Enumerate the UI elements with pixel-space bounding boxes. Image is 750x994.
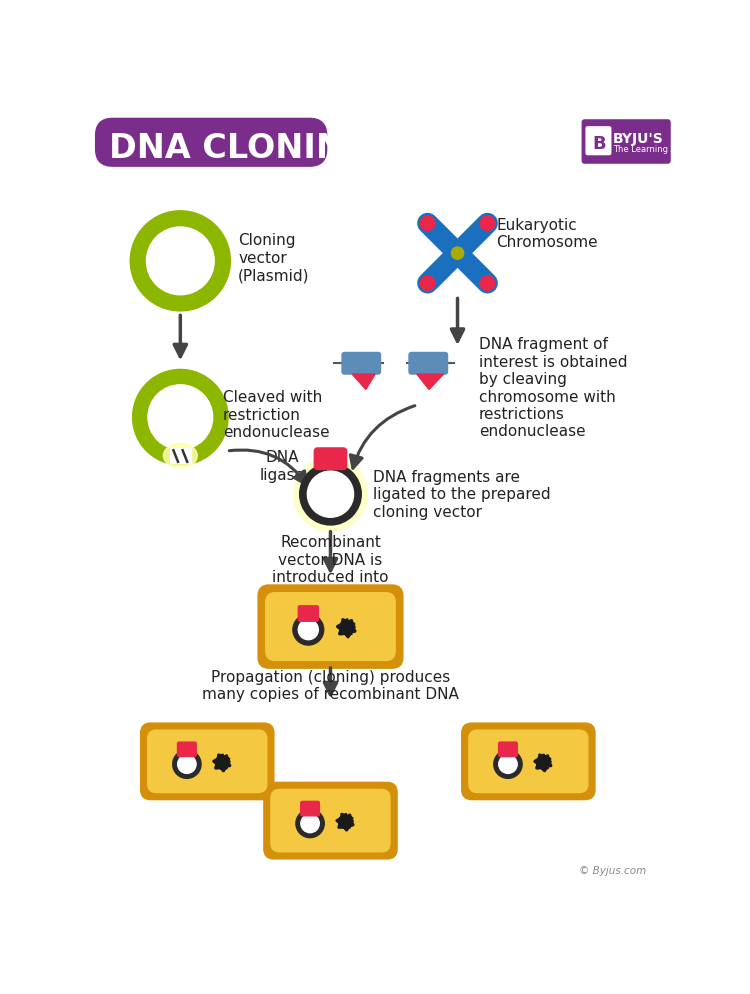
Circle shape	[420, 276, 435, 291]
Text: DNA fragments are
ligated to the prepared
cloning vector: DNA fragments are ligated to the prepare…	[373, 469, 550, 519]
FancyBboxPatch shape	[342, 353, 380, 375]
FancyBboxPatch shape	[178, 743, 197, 756]
FancyBboxPatch shape	[301, 801, 320, 816]
Circle shape	[298, 620, 318, 640]
FancyBboxPatch shape	[141, 724, 274, 800]
FancyBboxPatch shape	[586, 128, 610, 155]
Circle shape	[130, 212, 230, 311]
Circle shape	[148, 386, 213, 450]
Text: The Learning App: The Learning App	[613, 145, 687, 154]
Circle shape	[452, 248, 464, 260]
Text: DNA CLONING: DNA CLONING	[110, 132, 372, 165]
FancyBboxPatch shape	[170, 448, 191, 464]
Text: BYJU'S: BYJU'S	[613, 131, 664, 145]
FancyBboxPatch shape	[258, 585, 403, 669]
Text: Propagation (cloning) produces
many copies of recombinant DNA: Propagation (cloning) produces many copi…	[202, 669, 459, 702]
Text: Cleaved with
restriction
endonuclease: Cleaved with restriction endonuclease	[223, 390, 329, 439]
Circle shape	[480, 217, 495, 232]
Circle shape	[293, 458, 368, 532]
Circle shape	[499, 755, 517, 773]
FancyBboxPatch shape	[499, 743, 517, 756]
Polygon shape	[352, 375, 375, 390]
Circle shape	[420, 217, 435, 232]
FancyBboxPatch shape	[271, 789, 390, 852]
Circle shape	[301, 814, 320, 833]
Text: Eukaryotic
Chromosome: Eukaryotic Chromosome	[496, 218, 598, 250]
Circle shape	[133, 370, 228, 465]
Text: DNA
ligase: DNA ligase	[260, 450, 305, 482]
Ellipse shape	[164, 444, 197, 468]
FancyBboxPatch shape	[148, 731, 267, 793]
Text: Recombinant
vector DNA is
introduced into
the host cell: Recombinant vector DNA is introduced int…	[272, 535, 388, 601]
FancyBboxPatch shape	[314, 448, 346, 470]
FancyBboxPatch shape	[298, 606, 318, 621]
Circle shape	[300, 464, 362, 526]
FancyBboxPatch shape	[409, 353, 448, 375]
Polygon shape	[417, 375, 444, 390]
FancyBboxPatch shape	[266, 593, 395, 661]
Text: DNA fragment of
interest is obtained
by cleaving
chromosome with
restrictions
en: DNA fragment of interest is obtained by …	[479, 337, 628, 439]
Circle shape	[293, 614, 324, 645]
Circle shape	[296, 809, 324, 838]
FancyBboxPatch shape	[582, 121, 670, 164]
FancyBboxPatch shape	[469, 731, 588, 793]
Circle shape	[480, 276, 495, 291]
Text: Cloning
vector
(Plasmid): Cloning vector (Plasmid)	[238, 234, 310, 283]
Text: B: B	[592, 135, 606, 153]
Circle shape	[178, 755, 196, 773]
Text: © Byjus.com: © Byjus.com	[579, 865, 646, 875]
Circle shape	[146, 228, 214, 295]
Circle shape	[308, 471, 353, 518]
Circle shape	[172, 750, 201, 778]
FancyBboxPatch shape	[264, 782, 397, 859]
FancyBboxPatch shape	[462, 724, 595, 800]
Circle shape	[494, 750, 522, 778]
FancyBboxPatch shape	[96, 119, 327, 167]
